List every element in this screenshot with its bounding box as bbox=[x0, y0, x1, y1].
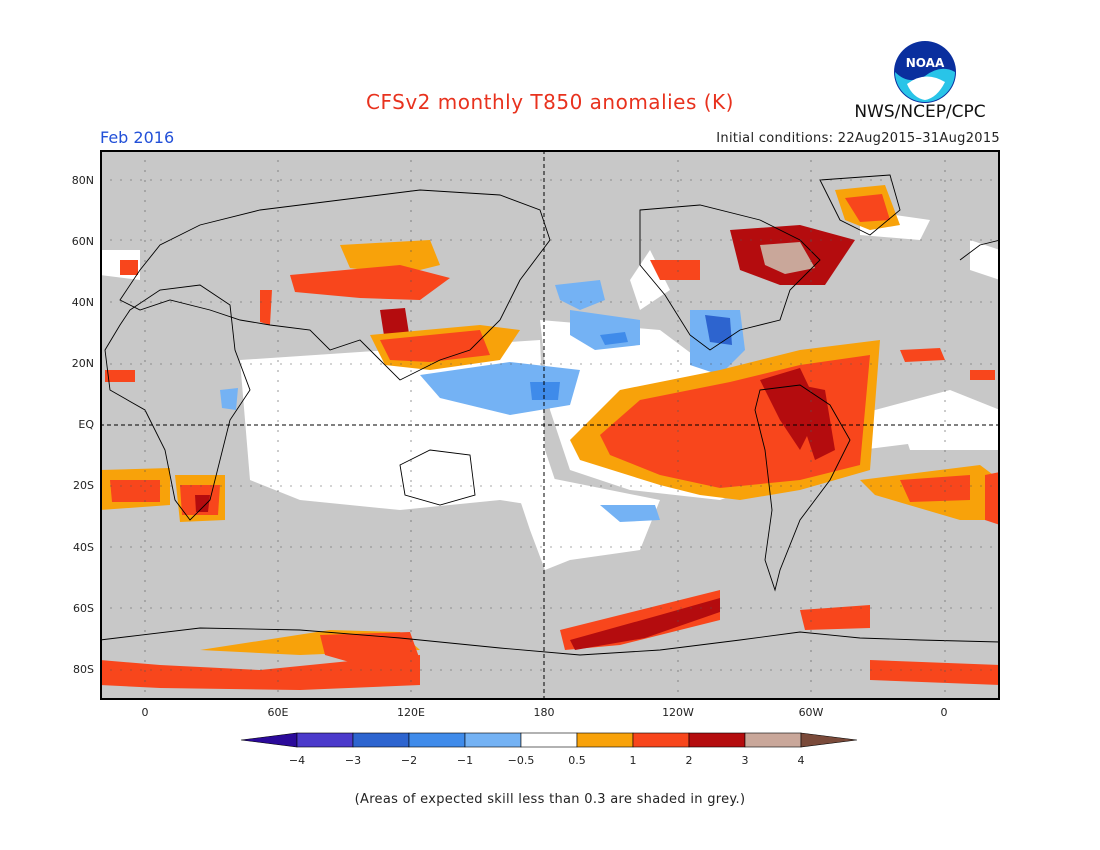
colorbar-label: 0.5 bbox=[568, 754, 586, 767]
lat-label: 40S bbox=[73, 541, 94, 554]
lat-label: 80S bbox=[73, 663, 94, 676]
map-frame bbox=[100, 150, 1000, 700]
colorbar-end-low bbox=[240, 732, 298, 748]
noaa-logo: NOAA bbox=[893, 40, 957, 104]
coastlines bbox=[100, 174, 1000, 656]
colorbar-label: −1 bbox=[456, 754, 474, 767]
lon-label: 0 bbox=[940, 706, 948, 719]
agency-label: NWS/NCEP/CPC bbox=[854, 102, 986, 122]
lon-label: 60W bbox=[798, 706, 824, 719]
colorbar-end-high bbox=[800, 732, 858, 748]
lon-label: 120W bbox=[662, 706, 694, 719]
colorbar-box bbox=[464, 732, 522, 748]
colorbar-label: 1 bbox=[629, 754, 637, 767]
colorbar-box bbox=[576, 732, 634, 748]
graticule bbox=[100, 150, 1000, 700]
lat-label: 60N bbox=[71, 235, 94, 248]
colorbar-box bbox=[632, 732, 690, 748]
colorbar bbox=[240, 732, 858, 748]
colorbar-box bbox=[744, 732, 802, 748]
colorbar-label: 2 bbox=[685, 754, 693, 767]
lon-label: 180 bbox=[533, 706, 555, 719]
forecast-month: Feb 2016 bbox=[100, 128, 175, 147]
noaa-logo-text: NOAA bbox=[906, 56, 945, 70]
negative-anomaly-regions bbox=[220, 280, 745, 522]
colorbar-label: 3 bbox=[741, 754, 749, 767]
lon-label: 60E bbox=[267, 706, 289, 719]
skill-footnote: (Areas of expected skill less than 0.3 a… bbox=[354, 792, 746, 807]
colorbar-label: −3 bbox=[344, 754, 362, 767]
map-title: CFSv2 monthly T850 anomalies (K) bbox=[366, 90, 734, 114]
colorbar-box bbox=[688, 732, 746, 748]
map-panel bbox=[100, 150, 1000, 700]
colorbar-label: −2 bbox=[400, 754, 418, 767]
lat-label: EQ bbox=[78, 418, 94, 431]
colorbar-box bbox=[352, 732, 410, 748]
initial-conditions: Initial conditions: 22Aug2015–31Aug2015 bbox=[716, 131, 1000, 146]
colorbar-box bbox=[296, 732, 354, 748]
colorbar-label: −0.5 bbox=[507, 754, 535, 767]
lon-label: 120E bbox=[397, 706, 425, 719]
lat-label: 80N bbox=[71, 174, 94, 187]
lat-label: 40N bbox=[71, 296, 94, 309]
lon-label: 0 bbox=[141, 706, 149, 719]
lat-label: 20S bbox=[73, 479, 94, 492]
colorbar-label: −4 bbox=[288, 754, 306, 767]
colorbar-box bbox=[520, 732, 578, 748]
colorbar-box bbox=[408, 732, 466, 748]
colorbar-label: 4 bbox=[797, 754, 805, 767]
lat-label: 60S bbox=[73, 602, 94, 615]
lat-label: 20N bbox=[71, 357, 94, 370]
